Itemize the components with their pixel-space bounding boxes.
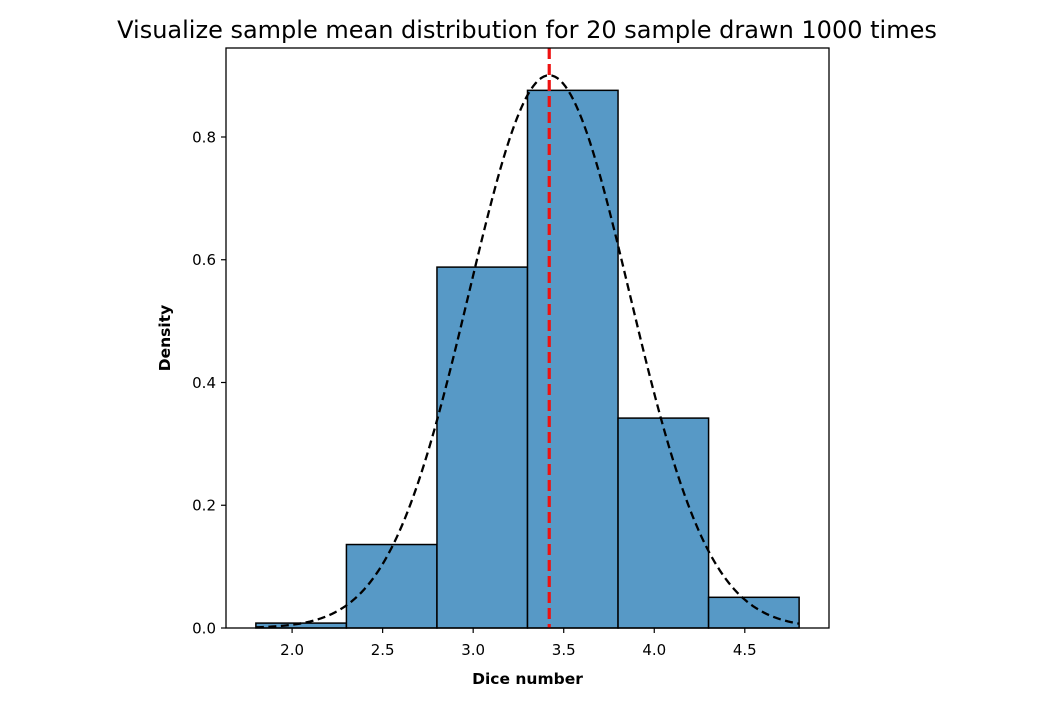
y-axis: 0.0 0.2 0.4 0.6 0.8 [192, 128, 226, 638]
x-tick-label: 4.5 [733, 641, 757, 659]
histogram-bar-6 [707, 596, 800, 629]
x-tick-label: 2.5 [371, 641, 395, 659]
plot-frame [225, 47, 830, 629]
normal-density-curve [255, 74, 800, 629]
bars-group [255, 89, 800, 629]
y-axis-label: Density [156, 305, 174, 371]
x-axis-label: Dice number [472, 670, 583, 688]
y-tick-label: 0.6 [192, 251, 216, 269]
y-tick-label: 0.2 [192, 497, 216, 515]
x-tick-label: 3.0 [461, 641, 485, 659]
chart-title: Visualize sample mean distribution for 2… [117, 16, 937, 44]
x-tick-label: 3.5 [552, 641, 576, 659]
x-tick-label: 2.0 [280, 641, 304, 659]
y-tick-label: 0.0 [192, 620, 216, 638]
x-tick-label: 4.0 [642, 641, 666, 659]
y-tick-label: 0.8 [192, 128, 216, 146]
histogram-bar-4 [526, 89, 619, 629]
histogram-bar-3 [436, 266, 529, 629]
histogram-bar-2 [345, 543, 438, 629]
reference-lines [255, 48, 800, 629]
histogram-bar-5 [617, 417, 710, 629]
y-tick-label: 0.4 [192, 374, 216, 392]
x-axis: 2.0 2.5 3.0 3.5 4.0 4.5 [280, 628, 757, 659]
